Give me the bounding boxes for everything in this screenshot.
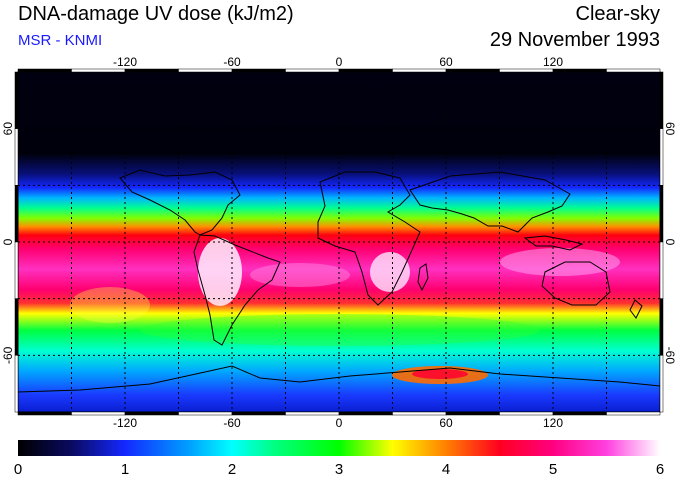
longitude-label: 0 <box>336 416 343 430</box>
colorbar-tick-labels: 0 1 2 3 4 5 6 <box>14 461 664 478</box>
frame-tick-right <box>659 128 664 186</box>
frame-tick-bottom <box>606 411 661 416</box>
longitude-label: -60 <box>223 55 241 69</box>
frame-tick-bottom <box>178 411 233 416</box>
longitude-label: -60 <box>223 416 241 430</box>
frame-tick-left <box>14 298 19 356</box>
atlantic-high-uv-patch <box>250 263 350 287</box>
colorbar-tick-label: 6 <box>656 461 664 478</box>
longitude-label: 60 <box>439 416 453 430</box>
frame-tick-bottom <box>124 411 179 416</box>
asia-outline <box>409 171 571 233</box>
new-zealand-outline <box>629 299 643 319</box>
antarctic-high-uv-core <box>412 369 468 379</box>
colorbar-tick-label: 1 <box>121 461 129 478</box>
colorbar-tick-label: 0 <box>14 461 22 478</box>
pacific-cloud-patch <box>70 287 150 323</box>
frame-tick-bottom <box>445 411 500 416</box>
colorbar <box>18 440 660 456</box>
frame-tick-bottom <box>392 411 447 416</box>
latitude-label: 60 <box>663 122 677 136</box>
longitude-label: 0 <box>336 55 343 69</box>
frame-tick-top <box>392 68 447 73</box>
longitude-label: 120 <box>543 55 563 69</box>
frame-tick-left <box>14 185 19 243</box>
frame-tick-top <box>499 68 554 73</box>
graticule <box>18 72 660 412</box>
maritime-continent-outline <box>523 235 584 251</box>
frame-tick-top <box>552 68 607 73</box>
colorbar-tick-label: 5 <box>549 461 557 478</box>
longitude-label: -120 <box>113 55 137 69</box>
chart-title: DNA-damage UV dose (kJ/m2) <box>18 3 294 25</box>
colorbar-tick-label: 4 <box>442 461 450 478</box>
latitude-label: 60 <box>1 122 15 136</box>
frame-tick-top <box>71 68 126 73</box>
frame-tick-bottom <box>552 411 607 416</box>
colorbar-tick-label: 3 <box>335 461 343 478</box>
longitude-label: -120 <box>113 416 137 430</box>
frame-tick-bottom <box>285 411 340 416</box>
frame-tick-top <box>178 68 233 73</box>
frame-tick-top <box>606 68 661 73</box>
latitude-label: -60 <box>663 347 677 365</box>
colorbar-tick-label: 2 <box>228 461 236 478</box>
frame-tick-bottom <box>499 411 554 416</box>
frame-tick-right <box>659 185 664 243</box>
pacific-high-uv-patch <box>500 248 620 276</box>
latitude-label: 0 <box>1 238 15 245</box>
frame-tick-left <box>14 71 19 129</box>
frame-tick-top <box>124 68 179 73</box>
frame-tick-top <box>17 68 72 73</box>
latitude-label: -60 <box>1 346 15 364</box>
frame-tick-top <box>338 68 393 73</box>
antarctica-outline <box>18 365 660 393</box>
frame-tick-bottom <box>71 411 126 416</box>
uv-anomalies <box>70 238 620 384</box>
sky-condition-label: Clear-sky <box>575 3 660 25</box>
southern-ocean-green-band <box>140 314 540 346</box>
axis-labels: -120 -120 -60 -60 0 0 60 60 120 120 60 60 0 0 -60 -60 <box>1 55 677 430</box>
source-label: MSR - KNMI <box>18 32 103 49</box>
frame-tick-right <box>659 355 664 413</box>
frame-tick-bottom <box>338 411 393 416</box>
frame-ticks <box>14 68 664 416</box>
frame-tick-left <box>14 241 19 299</box>
longitude-label: 120 <box>543 416 563 430</box>
longitude-label: 60 <box>439 55 453 69</box>
frame-tick-right <box>659 298 664 356</box>
europe-africa-outline <box>317 171 421 306</box>
frame-tick-left <box>14 355 19 413</box>
frame-tick-right <box>659 241 664 299</box>
frame-tick-top <box>231 68 286 73</box>
north-america-outline <box>119 169 241 236</box>
frame-tick-bottom <box>17 411 72 416</box>
south-america-outline <box>193 234 281 346</box>
latitude-label: 0 <box>663 239 677 246</box>
southern-africa-high-uv-patch <box>370 252 410 292</box>
south-america-high-uv-patch <box>198 238 242 306</box>
frame-tick-top <box>285 68 340 73</box>
frame-tick-right <box>659 71 664 129</box>
frame-tick-top <box>445 68 500 73</box>
madagascar-outline <box>417 263 429 292</box>
frame-tick-left <box>14 128 19 186</box>
date-label: 29 November 1993 <box>489 29 660 51</box>
frame-tick-bottom <box>231 411 286 416</box>
